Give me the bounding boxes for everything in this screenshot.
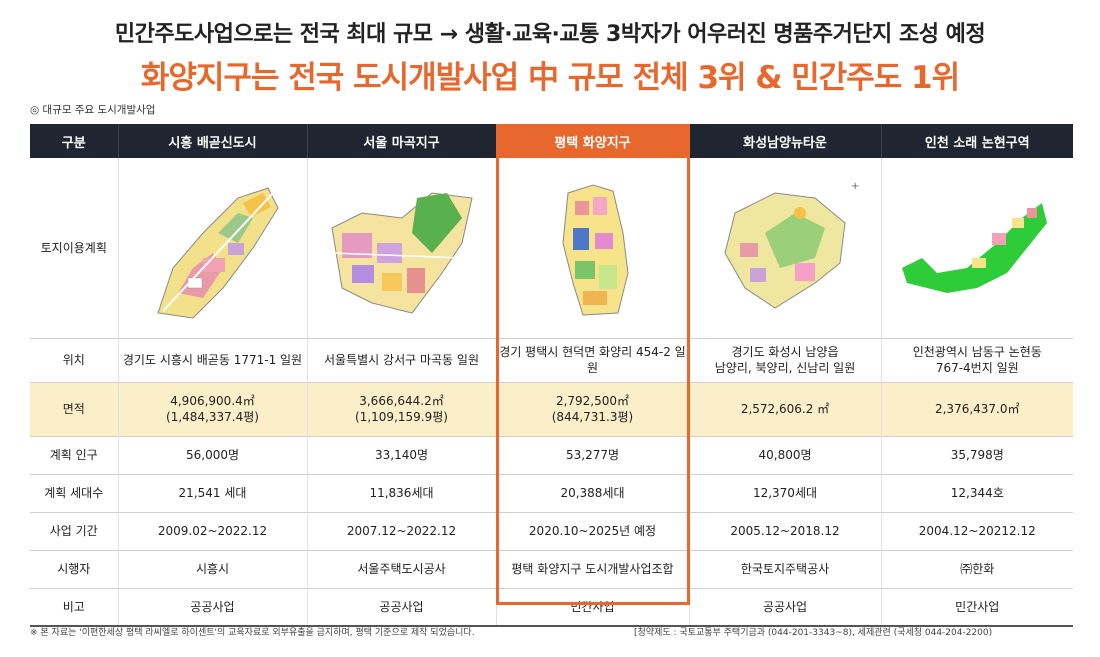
- location-cell: 인천광역시 남동구 논현동 767-4번지 일원: [880, 337, 1073, 382]
- table-cell: 공공사업: [306, 587, 496, 627]
- row-label: 사업 기간: [30, 511, 118, 550]
- table-cell: 35,798명: [880, 435, 1073, 474]
- area-cell: 3,666,644.2㎡ (1,109,159.9평): [306, 381, 496, 436]
- cell-text: 2,376,437.0㎡: [934, 401, 1020, 416]
- header-corner: 구분: [30, 124, 118, 158]
- column-header: 서울 마곡지구: [306, 124, 496, 158]
- table-row-households: 계획 세대수 21,541 세대 11,836세대 20,388세대 12,37…: [30, 473, 1073, 512]
- table-cell: 공공사업: [117, 587, 307, 627]
- table-cell: 56,000명: [117, 435, 307, 474]
- table-cell: 21,541 세대: [117, 473, 307, 512]
- table-cell: 한국토지주택공사: [688, 549, 881, 588]
- area-cell: 2,792,500㎡ (844,731.3평): [495, 381, 689, 436]
- baegot-map-image: [156, 187, 279, 319]
- table-cell: 평택 화양지구 도시개발사업조합: [495, 549, 689, 588]
- cell-text: (1,484,337.4평): [166, 410, 259, 424]
- table-cell: 공공사업: [688, 587, 881, 627]
- cell-text: 서울특별시 강서구 마곡동 일원: [324, 352, 479, 367]
- row-label: 토지이용계획: [40, 240, 107, 255]
- table-cell: 40,800명: [688, 435, 881, 474]
- cell-text: (1,109,159.9평): [355, 410, 448, 424]
- landuse-map: [880, 158, 1073, 338]
- table-row-landuse: 토지이용계획: [30, 158, 1073, 338]
- row-label: 계획 세대수: [30, 473, 118, 512]
- table-cell: 2020.10~2025년 예정: [495, 511, 689, 550]
- hwayang-map-image: [561, 184, 629, 316]
- table-cell: ㈜한화: [880, 549, 1073, 588]
- table-row-area: 면적 4,906,900.4㎡ (1,484,337.4평) 3,666,644.…: [30, 381, 1073, 436]
- cell-text: 767-4번지 일원: [935, 361, 1019, 375]
- column-header: 시흥 배곧신도시: [117, 124, 307, 158]
- table-cell: 2005.12~2018.12: [688, 511, 881, 550]
- row-label: 시행자: [30, 549, 118, 588]
- table-row-location: 위치 경기도 시흥시 배곧동 1771-1 일원 서울특별시 강서구 마곡동 일…: [30, 337, 1073, 382]
- landuse-map: [306, 158, 496, 338]
- section-label: ◎ 대규모 주요 도시개발사업: [30, 104, 156, 116]
- soreh-nonhyeon-map-image: [902, 202, 1048, 293]
- magok-map-image: [330, 192, 473, 314]
- area-cell: 4,906,900.4㎡ (1,484,337.4평): [117, 381, 307, 436]
- cell-text: 남양리, 북양리, 신남리 일원: [714, 361, 856, 375]
- cell-text: 인천광역시 남동구 논현동: [912, 344, 1042, 359]
- comparison-table: 구분 시흥 배곧신도시 서울 마곡지구 평택 화양지구 화성남양뉴타운 인천 소…: [30, 124, 1073, 627]
- contact-info: [청약제도 : 국토교통부 주택기금과 (044-201-3343~8), 세제…: [634, 628, 993, 638]
- footnote: ※ 본 자료는 '이편한세상 평택 라씨엘로 하이센트'의 교육자료로 외부유출…: [30, 628, 475, 638]
- table-cell: 20,388세대: [495, 473, 689, 512]
- table-row-remarks: 비고 공공사업 공공사업 민간사업 공공사업 민간사업: [30, 587, 1073, 627]
- landuse-map: +: [688, 158, 881, 338]
- table-cell: 민간사업: [880, 587, 1073, 627]
- landuse-map: [495, 158, 689, 338]
- row-label: 비고: [30, 587, 118, 627]
- cell-text: 경기도 화성시 남양읍: [731, 344, 839, 359]
- table-cell: 12,370세대: [688, 473, 881, 512]
- table-cell: 시흥시: [117, 549, 307, 588]
- table-cell: 11,836세대: [306, 473, 496, 512]
- row-label: 계획 인구: [30, 435, 118, 474]
- table-cell: 민간사업: [495, 587, 689, 627]
- cell-text: (844,731.3평): [551, 410, 634, 424]
- landuse-map: [117, 158, 307, 338]
- table-cell: 53,277명: [495, 435, 689, 474]
- subheadline: 화양지구는 전국 도시개발사업 中 규모 전체 3위 & 민간주도 1위: [140, 60, 960, 96]
- column-header: 화성남양뉴타운: [688, 124, 881, 158]
- cell-text: 3,666,644.2㎡: [359, 393, 444, 408]
- area-cell: 2,572,606.2 ㎡: [688, 381, 881, 436]
- table-cell: 2009.02~2022.12: [117, 511, 307, 550]
- table-cell: 서울주택도시공사: [306, 549, 496, 588]
- column-header-highlight: 평택 화양지구: [495, 124, 689, 158]
- cell-text: 경기 평택시 현덕면 화양리 454-2 일원: [499, 344, 686, 375]
- area-cell: 2,376,437.0㎡: [880, 381, 1073, 436]
- header-row: 구분 시흥 배곧신도시 서울 마곡지구 평택 화양지구 화성남양뉴타운 인천 소…: [30, 124, 1073, 158]
- table-row-developer: 시행자 시흥시 서울주택도시공사 평택 화양지구 도시개발사업조합 한국토지주택…: [30, 549, 1073, 588]
- namyang-map-image: +: [724, 181, 859, 309]
- table-row-period: 사업 기간 2009.02~2022.12 2007.12~2022.12 20…: [30, 511, 1073, 550]
- svg-text:+: +: [851, 181, 859, 192]
- headline: 민간주도사업으로는 전국 최대 규모 → 생활·교육·교통 3박자가 어우러진 …: [114, 22, 986, 47]
- table-cell: 2004.12~20212.12: [880, 511, 1073, 550]
- table-cell: 12,344호: [880, 473, 1073, 512]
- location-cell: 서울특별시 강서구 마곡동 일원: [306, 337, 496, 382]
- cell-text: 2,572,606.2 ㎡: [740, 401, 830, 416]
- row-label: 면적: [30, 381, 118, 436]
- column-header: 인천 소래 논현구역: [880, 124, 1073, 158]
- location-cell: 경기도 시흥시 배곧동 1771-1 일원: [117, 337, 307, 382]
- cell-text: 경기도 시흥시 배곧동 1771-1 일원: [122, 352, 303, 367]
- table-cell: 2007.12~2022.12: [306, 511, 496, 550]
- table-cell: 33,140명: [306, 435, 496, 474]
- table-row-population: 계획 인구 56,000명 33,140명 53,277명 40,800명 35…: [30, 435, 1073, 474]
- cell-text: 4,906,900.4㎡: [170, 393, 255, 408]
- row-label: 위치: [30, 337, 118, 382]
- cell-text: 2,792,500㎡: [555, 393, 630, 408]
- location-cell: 경기 평택시 현덕면 화양리 454-2 일원: [495, 337, 689, 382]
